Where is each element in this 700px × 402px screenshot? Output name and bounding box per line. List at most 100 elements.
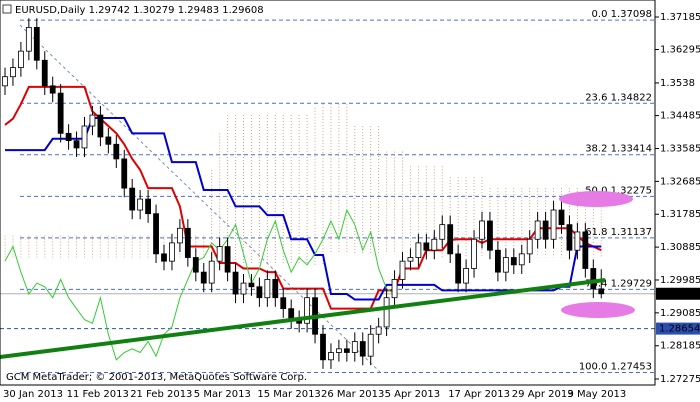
candle-body [121,158,128,189]
candle-body [184,227,191,258]
x-tick-label: 9 May 2013 [567,389,626,400]
x-tick-label: 5 Mar 2013 [194,389,251,400]
candle-body [542,220,549,240]
candle-body [351,341,358,353]
candle-body [510,257,517,266]
x-tick-label: 17 Apr 2013 [448,389,510,400]
candle-body [590,268,597,290]
chart-header: EURUSD,Daily 1.29742 1.30279 1.29483 1.2… [15,5,264,16]
y-tick-label: 1.29085 [660,308,700,319]
fib-ratio: 0.0 [592,9,608,20]
credit: GCM MetaTrader; © 2001-2013, MetaQuotes … [6,372,307,383]
candle-body [216,246,223,262]
fib-label: 50.0 1.32275 [585,185,652,196]
candle-body [10,67,16,78]
y-tick-label: 1.28185 [660,341,700,352]
price-reference-lines [0,293,655,330]
candle-body [598,288,605,295]
candle-body [494,249,501,273]
fib-label: 23.6 1.34822 [585,92,652,103]
candle-body [375,326,382,335]
y-tick-label: 1.32685 [660,176,700,187]
candle-body [161,253,167,262]
x-tick-label: 5 Apr 2013 [385,389,440,400]
candle-body [145,198,152,215]
indicator-line [4,208,395,361]
highlight-ellipse [561,302,635,318]
candle-body [73,140,80,149]
fib-price: 1.34822 [611,92,652,103]
candle-body [463,268,470,284]
fib-price: 1.29729 [611,278,652,289]
candle-body [256,286,263,299]
candle-body [574,231,581,251]
candle-body [534,220,541,240]
candle-body [192,257,199,273]
candle-body [415,242,422,258]
indicator-line [5,116,602,301]
fib-price: 1.33414 [611,144,652,155]
x-tick-label: 21 Feb 2013 [130,389,192,400]
candle-body [383,297,390,328]
candle-body [518,253,525,266]
candle-body [248,282,255,288]
candle-body [224,246,231,273]
candle-body [471,238,477,269]
candle-body [407,257,414,262]
x-tick-label: 30 Jan 2013 [3,389,63,400]
candle-body [2,76,8,87]
candle-body [41,59,48,87]
fib-ratio: 23.6 [585,92,607,103]
y-tick-label: 1.36295 [660,44,700,55]
candle-body [200,271,207,284]
candle-body [550,209,557,240]
candle-body [97,114,104,138]
candle-body [558,209,565,226]
candle-body [169,242,175,262]
candle-body [447,224,454,255]
x-tick-label: 29 Apr 2013 [512,389,574,400]
candle-body [25,26,32,52]
low-value: 1.29483 [178,5,219,16]
candle-body [423,242,430,251]
marker-price-label: 1.28654 [659,324,700,335]
candle-body [280,297,287,310]
candle-body [129,187,136,211]
fib-ratio: 50.0 [585,185,607,196]
candle-body [49,85,56,94]
fib-label: 61.8 1.31137 [585,227,652,238]
current-price-box [656,287,700,300]
candle-body [57,92,64,134]
fib-ratio: 61.8 [585,227,607,238]
fibonacci: 0.0 1.37098 23.6 1.34822 38.2 1.33414 50.0 … [20,9,655,373]
fib-price: 1.32275 [611,185,652,196]
candle-body [113,143,120,160]
candle-body [272,279,279,299]
axes: 1.37185 1.36295 1.3538 1.34485 1.33585 1.3268… [3,12,700,400]
y-tick-label: 1.34485 [660,111,700,122]
high-value: 1.30279 [133,5,174,16]
candle-body [526,238,533,255]
candle-body [479,220,485,240]
y-tick-label: 1.37185 [660,12,700,23]
x-tick-label: 15 Mar 2013 [257,389,320,400]
candle-body [431,238,438,251]
fib-label: 100.0 1.27453 [579,361,652,372]
candle-body [391,279,398,299]
candle-body [359,341,366,357]
candle-body [232,271,239,295]
close-value: 1.29608 [222,5,263,16]
y-tick-label: 1.31785 [660,209,700,220]
candle-body [304,297,311,324]
candle-body [65,132,72,142]
candle-body [439,224,446,240]
candle-body [582,231,589,269]
fib-price: 1.31137 [611,227,652,238]
candle-body [17,50,24,68]
indicator-line [4,85,602,310]
candle-body [264,279,271,299]
candle-body [455,253,462,284]
fib-price: 1.37098 [611,9,652,20]
candle-body [137,198,144,211]
